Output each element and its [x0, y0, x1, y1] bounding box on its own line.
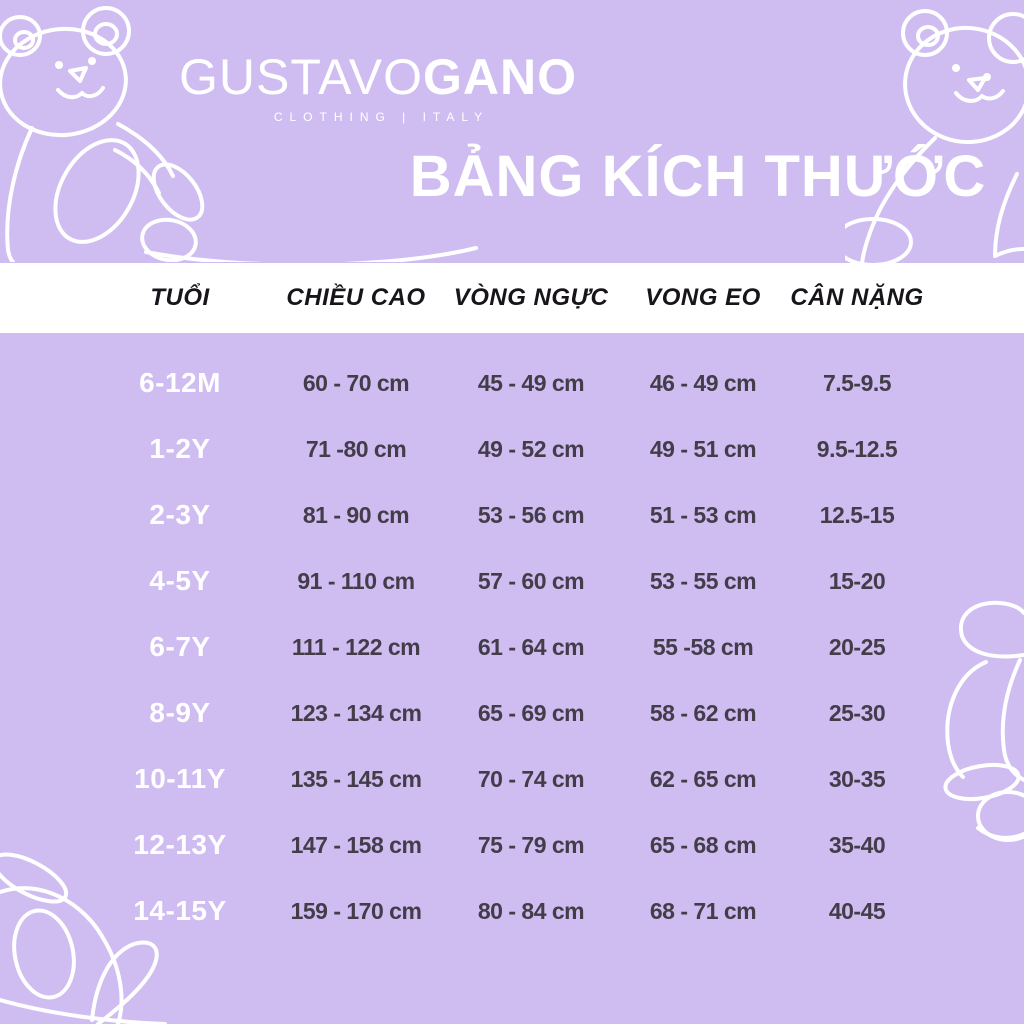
table-row: 6-7Y 111 - 122 cm 61 - 64 cm 55 -58 cm 2…: [0, 614, 1024, 680]
height-cell: 91 - 110 cm: [297, 567, 415, 594]
height-cell: 71 -80 cm: [305, 435, 407, 462]
table-row: 8-9Y 123 - 134 cm 65 - 69 cm 58 - 62 cm …: [0, 680, 1024, 746]
header-cell-chest: VÒNG NGỰC: [453, 284, 609, 311]
brand-logo: GUSTAVOGANO CLOTHING | ITALY: [168, 52, 588, 124]
weight-cell: 20-25: [828, 633, 886, 660]
header-cell-weight: CÂN NẶNG: [790, 284, 924, 311]
height-cell: 60 - 70 cm: [302, 369, 410, 396]
weight-cell: 15-20: [828, 567, 886, 594]
table-row: 12-13Y 147 - 158 cm 75 - 79 cm 65 - 68 c…: [0, 812, 1024, 878]
table-row: 10-11Y 135 - 145 cm 70 - 74 cm 62 - 65 c…: [0, 746, 1024, 812]
chest-cell: 61 - 64 cm: [477, 633, 585, 660]
chest-cell: 75 - 79 cm: [477, 831, 585, 858]
table-row: 2-3Y 81 - 90 cm 53 - 56 cm 51 - 53 cm 12…: [0, 482, 1024, 548]
teddy-bear-top-left-icon: [0, 6, 478, 262]
brand-tagline: CLOTHING | ITALY: [273, 110, 490, 124]
header-cell-height: CHIỀU CAO: [286, 284, 426, 311]
table-row: 4-5Y 91 - 110 cm 57 - 60 cm 53 - 55 cm 1…: [0, 548, 1024, 614]
chest-cell: 70 - 74 cm: [477, 765, 585, 792]
age-cell: 2-3Y: [149, 499, 211, 530]
waist-cell: 55 -58 cm: [652, 633, 754, 660]
brand-name-light: GUSTAVO: [178, 49, 424, 105]
table-row: 1-2Y 71 -80 cm 49 - 52 cm 49 - 51 cm 9.5…: [0, 416, 1024, 482]
header-cell-waist: VONG EO: [645, 284, 761, 311]
chest-cell: 53 - 56 cm: [477, 501, 585, 528]
waist-cell: 68 - 71 cm: [649, 897, 757, 924]
age-cell: 12-13Y: [133, 829, 227, 860]
height-cell: 159 - 170 cm: [290, 897, 422, 924]
waist-cell: 46 - 49 cm: [649, 369, 757, 396]
age-cell: 1-2Y: [149, 433, 211, 464]
age-cell: 4-5Y: [149, 565, 211, 596]
waist-cell: 58 - 62 cm: [649, 699, 757, 726]
waist-cell: 65 - 68 cm: [649, 831, 757, 858]
age-cell: 14-15Y: [133, 895, 227, 926]
brand-name: GUSTAVOGANO: [168, 52, 588, 102]
height-cell: 135 - 145 cm: [290, 765, 422, 792]
age-cell: 6-7Y: [149, 631, 211, 662]
height-cell: 111 - 122 cm: [291, 633, 421, 660]
chest-cell: 45 - 49 cm: [477, 369, 585, 396]
age-cell: 10-11Y: [134, 763, 226, 794]
height-cell: 147 - 158 cm: [290, 831, 422, 858]
size-table: 6-12M 60 - 70 cm 45 - 49 cm 46 - 49 cm 7…: [0, 333, 1024, 944]
table-row: 6-12M 60 - 70 cm 45 - 49 cm 46 - 49 cm 7…: [0, 350, 1024, 416]
chest-cell: 57 - 60 cm: [477, 567, 585, 594]
age-cell: 8-9Y: [149, 697, 211, 728]
weight-cell: 7.5-9.5: [822, 369, 892, 396]
table-row: 14-15Y 159 - 170 cm 80 - 84 cm 68 - 71 c…: [0, 878, 1024, 944]
weight-cell: 9.5-12.5: [816, 435, 898, 462]
chest-cell: 80 - 84 cm: [477, 897, 585, 924]
chest-cell: 49 - 52 cm: [477, 435, 585, 462]
height-cell: 123 - 134 cm: [290, 699, 422, 726]
weight-cell: 12.5-15: [819, 501, 895, 528]
age-cell: 6-12M: [139, 367, 221, 398]
waist-cell: 53 - 55 cm: [649, 567, 757, 594]
weight-cell: 25-30: [828, 699, 886, 726]
table-header-bar: TUỔI CHIỀU CAO VÒNG NGỰC VONG EO CÂN NẶN…: [0, 263, 1024, 333]
chest-cell: 65 - 69 cm: [477, 699, 585, 726]
header-cell-age: TUỔI: [150, 284, 210, 311]
waist-cell: 49 - 51 cm: [649, 435, 757, 462]
weight-cell: 30-35: [828, 765, 886, 792]
waist-cell: 62 - 65 cm: [649, 765, 757, 792]
height-cell: 81 - 90 cm: [302, 501, 410, 528]
waist-cell: 51 - 53 cm: [649, 501, 757, 528]
page-title: BẢNG KÍCH THƯỚC: [409, 144, 987, 209]
weight-cell: 40-45: [828, 897, 886, 924]
brand-name-bold: GANO: [423, 49, 578, 105]
weight-cell: 35-40: [828, 831, 886, 858]
teddy-bear-top-right-icon: [845, 9, 1024, 263]
